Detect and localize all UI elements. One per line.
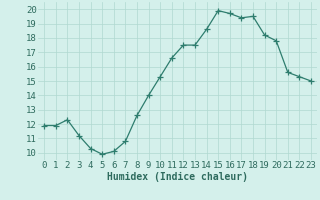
X-axis label: Humidex (Indice chaleur): Humidex (Indice chaleur) xyxy=(107,172,248,182)
